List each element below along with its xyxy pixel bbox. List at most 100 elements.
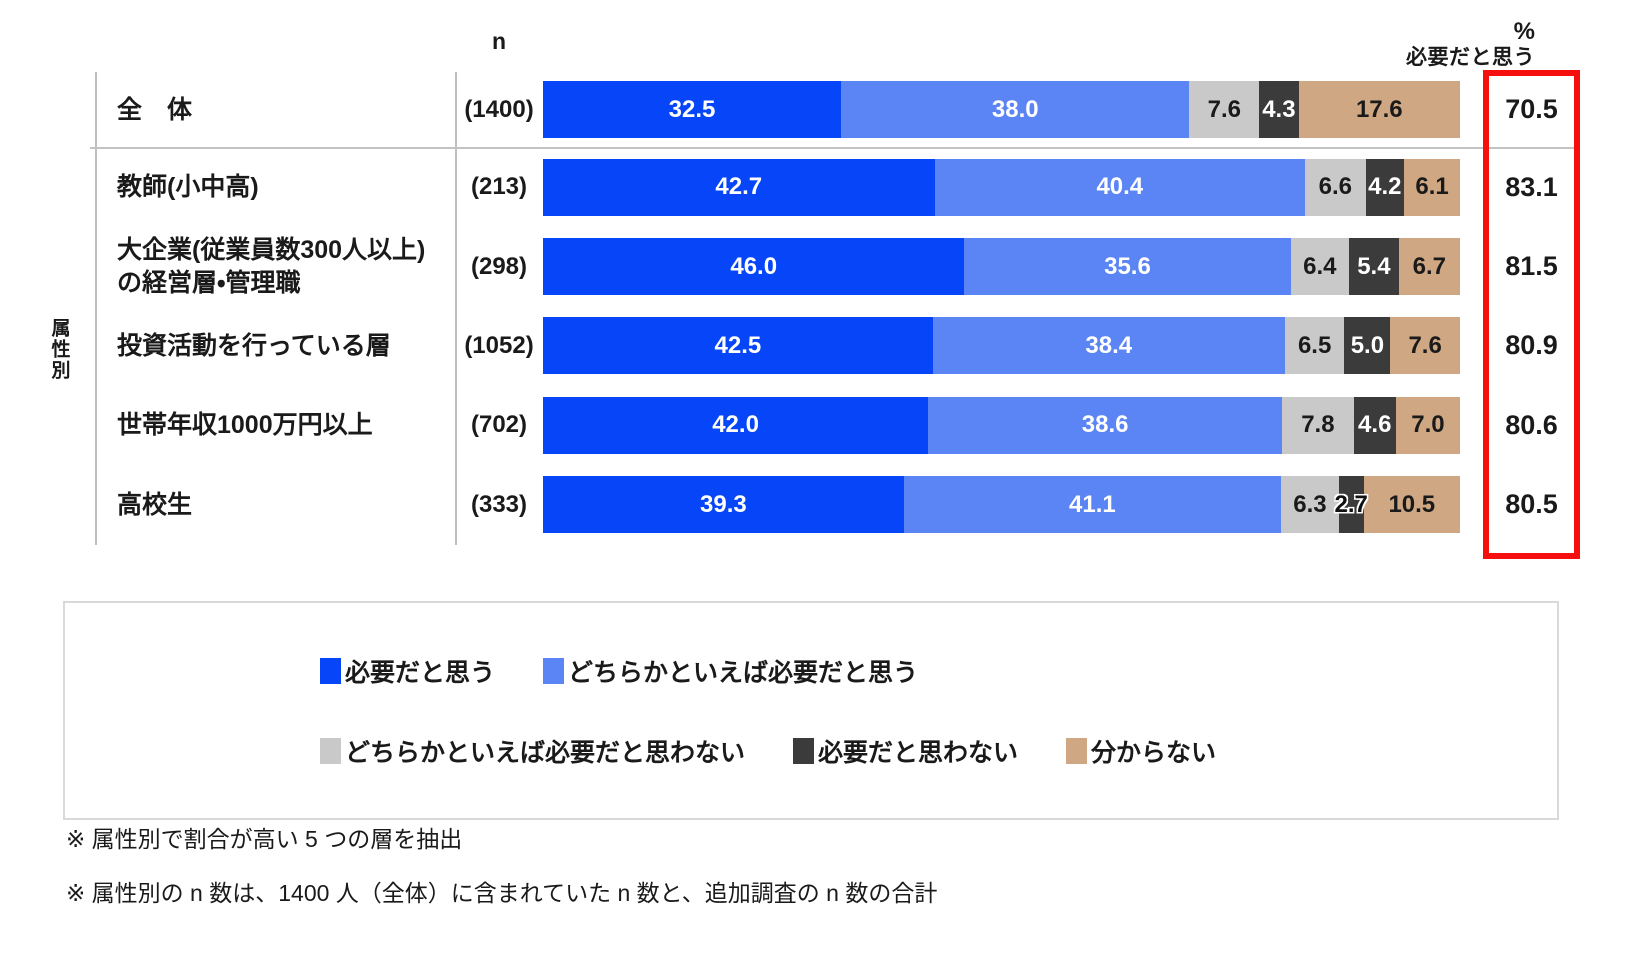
legend-item: 必要だと思う — [320, 653, 495, 689]
bar-segment: 38.4 — [932, 317, 1285, 375]
stacked-bar: 32.5 38.0 7.6 4.3 17.6 — [543, 81, 1460, 139]
bar-segment: 6.5 — [1284, 317, 1345, 375]
stacked-bar: 42.5 38.4 6.5 5.0 7.6 — [543, 317, 1460, 375]
bar-segment: 35.6 — [964, 238, 1291, 296]
bar-segment: 6.3 — [1281, 476, 1339, 534]
bar-segment: 4.2 — [1365, 158, 1405, 216]
legend-label: 必要だと思わない — [818, 738, 1019, 767]
row-label: 全 体 — [117, 95, 193, 124]
bar-segment-value: 17.6 — [1355, 95, 1403, 123]
row-total-value: 80.5 — [1505, 489, 1558, 520]
row-label: 世帯年収1000万円以上 — [117, 411, 373, 440]
row-label: 大企業(従業員数300人以上) の経営層・管理職 — [117, 236, 426, 297]
row-total-value: 70.5 — [1505, 94, 1558, 125]
bar-segment-value: 7.8 — [1301, 411, 1335, 439]
bar-segment-value: 6.4 — [1303, 252, 1337, 280]
bar-segment-value: 39.3 — [700, 490, 747, 518]
bar-segment: 39.3 — [543, 476, 904, 534]
total-column-title: 必要だと思う — [1406, 45, 1535, 69]
bar-segment-value: 5.4 — [1357, 252, 1391, 280]
row-total-value: 80.9 — [1505, 330, 1558, 361]
bar-segment: 6.7 — [1398, 238, 1460, 296]
bar-segment-value: 7.6 — [1207, 95, 1242, 123]
bar-segment-value: 42.7 — [715, 173, 763, 201]
bar-segment-value: 6.5 — [1297, 331, 1332, 359]
bar-segment: 17.6 — [1298, 81, 1460, 139]
legend-swatch — [543, 657, 565, 684]
bar-segment: 46.0 — [543, 238, 965, 296]
bar-segment-value: 10.5 — [1388, 490, 1436, 518]
bar-segment-value: 4.3 — [1262, 95, 1296, 123]
bar-segment-value: 4.6 — [1358, 411, 1392, 439]
row-n-count: (1052) — [464, 331, 534, 359]
row-label: 教師(小中高) — [117, 172, 259, 201]
row-n-count: (333) — [470, 490, 528, 518]
table-border-left — [95, 72, 97, 545]
bar-segment-value: 4.2 — [1368, 173, 1402, 201]
bar-segment-value: 35.6 — [1104, 252, 1151, 280]
chart-row: 世帯年収1000万円以上 (702) 42.0 38.6 7.8 4.6 7.0 80.6 — [95, 386, 1580, 465]
stacked-bar: 39.3 41.1 6.3 2.7 10.5 — [543, 476, 1460, 534]
footnote: ※ 属性別の n 数は、1400 人（全体）に含まれていた n 数と、追加調査の… — [66, 880, 938, 906]
bar-segment-value: 42.5 — [714, 331, 762, 359]
bar-segment-value: 7.0 — [1411, 411, 1445, 439]
legend-swatch — [320, 737, 341, 764]
row-total-value: 83.1 — [1505, 171, 1558, 202]
stacked-bar: 46.0 35.6 6.4 5.4 6.7 — [543, 238, 1460, 296]
bar-segment: 40.4 — [934, 158, 1306, 216]
legend-label: どちらかといえば必要だと思う — [568, 658, 919, 687]
row-n-count: (1400) — [464, 95, 534, 123]
bar-segment-value: 38.0 — [991, 95, 1039, 123]
bar-segment-value: 46.0 — [730, 252, 778, 280]
bar-segment-value: 6.3 — [1293, 490, 1327, 518]
bar-segment-value: 42.0 — [712, 411, 759, 439]
row-total-value: 80.6 — [1505, 409, 1558, 440]
n-column-header: n — [491, 28, 507, 54]
bar-segment-value: 40.4 — [1096, 173, 1144, 201]
bar-segment-value: 32.5 — [668, 95, 716, 123]
bar-segment-value: 6.7 — [1412, 252, 1446, 280]
legend-swatch — [1066, 737, 1088, 764]
legend-swatch — [793, 737, 815, 764]
bar-segment: 42.0 — [543, 396, 929, 454]
bar-segment-value: 6.6 — [1318, 173, 1352, 201]
legend-row: 必要だと思う どちらかといえば必要だと思う — [320, 653, 1557, 689]
bar-segment: 41.1 — [903, 476, 1281, 534]
row-n-count: (298) — [470, 252, 528, 280]
bar-segment: 42.7 — [543, 158, 935, 216]
legend-item: 必要だと思わない — [793, 733, 1018, 769]
table-column-divider — [455, 72, 457, 545]
bar-segment: 4.6 — [1353, 396, 1396, 454]
total-column-header: % 必要だと思う — [1239, 18, 1535, 70]
chart-row: 高校生 (333) 39.3 41.1 6.3 2.7 10.5 80.5 — [95, 465, 1580, 544]
bar-segment: 5.0 — [1344, 317, 1391, 375]
chart-row: 投資活動を行っている層 (1052) 42.5 38.4 6.5 5.0 7.6 80.9 — [95, 306, 1580, 385]
bar-segment-value: 41.1 — [1069, 490, 1116, 518]
chart-row: 全 体 (1400) 32.5 38.0 7.6 4.3 17.6 70.5 — [95, 72, 1580, 148]
row-label: 高校生 — [117, 490, 193, 519]
legend-label: どちらかといえば必要だと思わない — [345, 738, 746, 767]
chart-row: 教師(小中高) (213) 42.7 40.4 6.6 4.2 6.1 83.1 — [95, 148, 1580, 227]
stacked-bar: 42.7 40.4 6.6 4.2 6.1 — [543, 158, 1460, 216]
bar-segment-value: 38.6 — [1081, 411, 1129, 439]
bar-segment: 7.6 — [1390, 317, 1460, 375]
bar-segment: 38.0 — [841, 81, 1190, 139]
bar-segment: 32.5 — [543, 81, 842, 139]
legend-row: どちらかといえば必要だと思わない 必要だと思わない 分からない — [320, 733, 1557, 769]
bar-segment: 38.6 — [928, 396, 1283, 454]
legend-label: 必要だと思う — [345, 658, 496, 687]
bar-segment-value: 5.0 — [1350, 331, 1385, 359]
bar-segment: 7.6 — [1189, 81, 1260, 139]
legend-label: 分からない — [1091, 738, 1217, 767]
bar-segment-value: 38.4 — [1085, 331, 1133, 359]
row-label: 投資活動を行っている層 — [117, 331, 391, 360]
bar-segment: 2.7 — [1335, 476, 1368, 534]
row-n-count: (213) — [470, 173, 528, 201]
bar-segment-value: 7.6 — [1408, 331, 1442, 359]
bar-segment-value: 2.7 — [1334, 490, 1368, 518]
bar-segment: 10.5 — [1363, 476, 1460, 534]
bar-segment: 6.4 — [1290, 238, 1350, 296]
group-axis-label: 属性別 — [48, 317, 70, 381]
legend-item: 分からない — [1066, 733, 1216, 769]
